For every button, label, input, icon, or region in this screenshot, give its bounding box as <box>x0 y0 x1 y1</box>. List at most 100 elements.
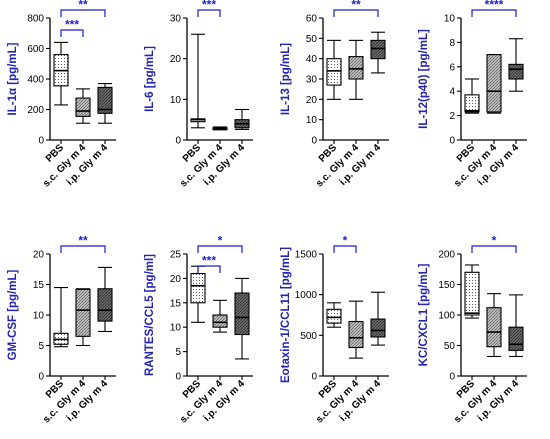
box-iqr <box>508 63 524 80</box>
significance-label: *** <box>202 0 216 12</box>
box-pbs <box>326 39 342 100</box>
box-pbs <box>53 286 69 348</box>
box-i-p-gly-m-4 <box>508 38 524 92</box>
y-tick-label: 1000 <box>295 290 318 301</box>
y-tick-label: 20 <box>170 54 182 65</box>
y-tick-label: 40 <box>306 54 318 65</box>
y-axis-label: IL-12(p40) [pg/mL] <box>418 29 430 129</box>
box-iqr <box>508 326 524 351</box>
y-tick-label: 60 <box>306 14 318 25</box>
y-tick-label: 25 <box>170 250 182 261</box>
box-s-c-gly-m-4 <box>486 293 502 358</box>
box-iqr <box>75 97 91 117</box>
box-i-p-gly-m-4 <box>234 277 250 360</box>
significance-label: **** <box>485 0 504 12</box>
significance-bracket <box>197 265 221 273</box>
box-iqr <box>464 271 480 316</box>
box-i-p-gly-m-4 <box>370 31 386 74</box>
box-s-c-gly-m-4 <box>75 288 91 347</box>
y-tick-label: 2 <box>449 111 455 122</box>
y-tick-label: 10 <box>170 323 182 334</box>
box-i-p-gly-m-4 <box>370 291 386 346</box>
significance-label: ** <box>78 234 88 248</box>
y-tick-label: 10 <box>306 115 318 126</box>
y-axis-label: Eotaxin-1/CCL11 [pg/mL] <box>280 247 292 383</box>
box-pbs <box>464 78 480 114</box>
box-iqr <box>464 94 480 113</box>
box-iqr <box>97 288 113 322</box>
box-iqr <box>370 318 386 338</box>
significance-bracket <box>333 245 357 253</box>
box-iqr <box>212 314 228 328</box>
y-tick-label: 5 <box>175 347 181 358</box>
box-i-p-gly-m-4 <box>508 294 524 358</box>
y-axis-label: KC/CXCL1 [pg/mL] <box>418 263 430 366</box>
significance-bracket <box>333 9 379 17</box>
box-s-c-gly-m-4 <box>486 54 502 114</box>
box-i-p-gly-m-4 <box>97 83 113 124</box>
box-iqr <box>486 54 502 113</box>
y-tick-label: 5 <box>38 341 44 352</box>
y-tick-label: 50 <box>306 34 318 45</box>
box-iqr <box>348 320 364 349</box>
box-pbs <box>53 41 69 106</box>
box-i-p-gly-m-4 <box>97 266 113 333</box>
significance-bracket <box>60 29 84 37</box>
y-axis-label: GM-CSF [pg/mL] <box>7 269 19 360</box>
significance-bracket <box>197 9 221 17</box>
y-tick-label: 30 <box>306 75 318 86</box>
y-tick-label: 4 <box>449 87 455 98</box>
box-pbs <box>326 302 342 328</box>
box-iqr <box>97 86 113 114</box>
y-tick-label: 30 <box>170 14 182 25</box>
significance-label: *** <box>202 254 216 268</box>
y-tick-label: 100 <box>438 311 455 322</box>
box-pbs <box>190 265 206 323</box>
y-tick-label: 600 <box>27 44 44 55</box>
significance-bracket <box>471 9 517 17</box>
y-tick-label: 0 <box>175 136 181 147</box>
box-pbs <box>190 33 206 129</box>
significance-label: *** <box>65 18 79 32</box>
y-tick-label: 10 <box>444 14 456 25</box>
y-tick-label: 200 <box>27 105 44 116</box>
box-iqr <box>75 288 91 337</box>
significance-bracket <box>471 245 517 253</box>
box-iqr <box>326 308 342 324</box>
box-i-p-gly-m-4 <box>234 108 250 130</box>
y-tick-label: 50 <box>444 341 456 352</box>
y-axis-label: IL-13 [pg/mL] <box>280 43 292 115</box>
y-tick-label: 150 <box>438 280 455 291</box>
y-tick-label: 500 <box>300 331 317 342</box>
y-axis-label: IL-1α [pg/mL] <box>7 42 19 115</box>
box-iqr <box>370 39 386 60</box>
significance-label: ** <box>351 0 361 12</box>
y-tick-label: 1500 <box>295 250 318 261</box>
box-s-c-gly-m-4 <box>212 126 228 131</box>
significance-label: * <box>492 234 497 248</box>
y-tick-label: 0 <box>38 136 44 147</box>
box-iqr <box>234 292 250 336</box>
significance-bracket <box>60 9 106 17</box>
y-tick-label: 0 <box>38 372 44 383</box>
box-iqr <box>486 307 502 348</box>
y-tick-label: 15 <box>33 280 45 291</box>
significance-bracket <box>60 245 106 253</box>
significance-label: * <box>218 234 223 248</box>
box-iqr <box>190 272 206 304</box>
y-tick-label: 0 <box>449 372 455 383</box>
y-axis-label: RANTES/CCL5 [pg/ml] <box>144 254 156 376</box>
box-iqr <box>326 58 342 86</box>
y-tick-label: 200 <box>438 250 455 261</box>
y-tick-label: 15 <box>170 298 182 309</box>
y-axis-label: IL-6 [pg/mL] <box>144 46 156 112</box>
y-tick-label: 20 <box>170 274 182 285</box>
